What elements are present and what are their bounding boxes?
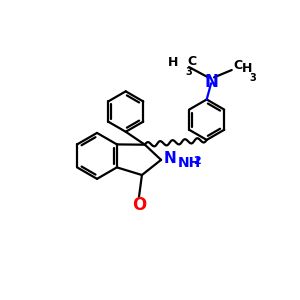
- Text: 3: 3: [250, 73, 256, 83]
- Text: 3: 3: [185, 67, 192, 77]
- Text: H: H: [167, 56, 178, 69]
- Text: C: C: [233, 59, 242, 72]
- Text: NH: NH: [177, 156, 200, 170]
- Text: C: C: [188, 55, 197, 68]
- Text: N: N: [164, 151, 176, 166]
- Text: H: H: [242, 62, 252, 75]
- Text: O: O: [132, 196, 146, 214]
- Text: N: N: [204, 73, 218, 91]
- Text: 2: 2: [193, 156, 201, 166]
